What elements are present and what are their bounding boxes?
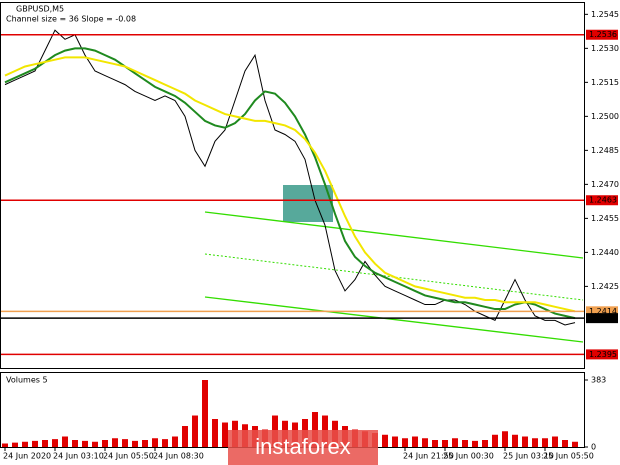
volume-bar — [392, 436, 398, 447]
watermark-box — [228, 430, 378, 465]
chart-title: GBPUSD,M5 — [16, 5, 64, 14]
x-tick-label: 24 Jun 05:50 — [103, 452, 154, 461]
watermark: instaforex — [255, 434, 350, 459]
volume-bar — [12, 442, 18, 447]
volume-bar — [452, 438, 458, 447]
volume-bar — [212, 419, 218, 447]
y-tick-label: 1.2545 — [591, 10, 619, 19]
volume-bar — [552, 436, 558, 447]
level-tag — [586, 195, 618, 206]
volume-bar — [472, 440, 478, 447]
y-tick-label: 1.2470 — [591, 180, 619, 189]
y-tick-label: 1.2455 — [591, 214, 619, 223]
volume-bar — [402, 438, 408, 447]
y-tick-label: 1.2485 — [591, 146, 619, 155]
volume-bar — [72, 440, 78, 447]
volume-bar — [482, 440, 488, 447]
volume-bar — [522, 436, 528, 447]
y-tick-label: 383 — [591, 376, 606, 385]
volume-bar — [52, 439, 58, 447]
volume-bar — [32, 440, 38, 447]
y-tick-label: 1.2440 — [591, 248, 619, 257]
level-label: 1.2414 — [589, 307, 617, 316]
zone-box — [283, 185, 333, 222]
x-tick-label: 25 Jun 03:10 — [503, 452, 554, 461]
y-tick-label: 1.2515 — [591, 78, 619, 87]
volume-bar — [502, 431, 508, 447]
channel-lower — [204, 296, 584, 343]
x-tick-label: 24 Jun 2020 — [3, 452, 51, 461]
volume-bar — [122, 439, 128, 447]
volume-bar — [62, 436, 68, 447]
volume-bar — [492, 434, 498, 447]
x-tick-label: 24 Jun 03:10 — [53, 452, 104, 461]
level-tag — [586, 306, 618, 317]
volume-bar — [532, 438, 538, 447]
volume-bar — [42, 440, 48, 447]
y-tick-label: 1.2425 — [591, 282, 619, 291]
volume-bar — [202, 380, 208, 447]
level-label: 1.2395 — [589, 350, 617, 359]
volume-bar — [562, 440, 568, 447]
volume-bar — [512, 434, 518, 447]
y-tick-label: 1.2500 — [591, 112, 619, 121]
chart-subtitle: Channel size = 36 Slope = -0.08 — [6, 15, 136, 24]
volume-bar — [2, 443, 8, 447]
level-label: 1.2536 — [589, 30, 617, 39]
y-tick-label: 0 — [591, 443, 596, 452]
price-line — [4, 47, 576, 320]
channel-mid — [204, 253, 584, 301]
volume-title: Volumes 5 — [6, 376, 48, 385]
x-tick-label: 25 Jun 05:50 — [543, 452, 594, 461]
volume-bar — [312, 412, 318, 447]
volume-bar — [172, 436, 178, 447]
volume-bar — [142, 440, 148, 447]
level-tag — [586, 349, 618, 360]
volume-bar — [432, 440, 438, 447]
volume-bar — [462, 440, 468, 447]
price-line — [4, 29, 576, 326]
volume-bar — [22, 441, 28, 447]
volume-bar — [162, 439, 168, 447]
volume-bar — [182, 426, 188, 447]
x-tick-label: 24 Jun 08:30 — [153, 452, 204, 461]
level-label: 1.2411 — [589, 314, 617, 323]
level-label: 1.2463 — [589, 196, 617, 205]
level-tag — [586, 313, 618, 324]
volume-bar — [192, 415, 198, 447]
volume-bar — [442, 440, 448, 447]
volume-bar — [542, 438, 548, 447]
volume-bar — [102, 440, 108, 447]
price-line — [4, 56, 576, 313]
volume-bar — [82, 440, 88, 447]
x-tick-label: 25 Jun 00:30 — [443, 452, 494, 461]
volume-bar — [112, 438, 118, 447]
channel-upper — [204, 211, 584, 259]
volume-bar — [92, 441, 98, 447]
volume-bar — [412, 436, 418, 447]
volume-bar — [132, 440, 138, 447]
volume-bar — [572, 441, 578, 447]
volume-bar — [422, 438, 428, 447]
volume-bar — [382, 434, 388, 447]
y-tick-label: 1.2530 — [591, 44, 619, 53]
x-tick-label: 24 Jun 21:50 — [403, 452, 454, 461]
level-tag — [586, 29, 618, 40]
volume-bar — [222, 422, 228, 447]
volume-bar — [152, 438, 158, 447]
